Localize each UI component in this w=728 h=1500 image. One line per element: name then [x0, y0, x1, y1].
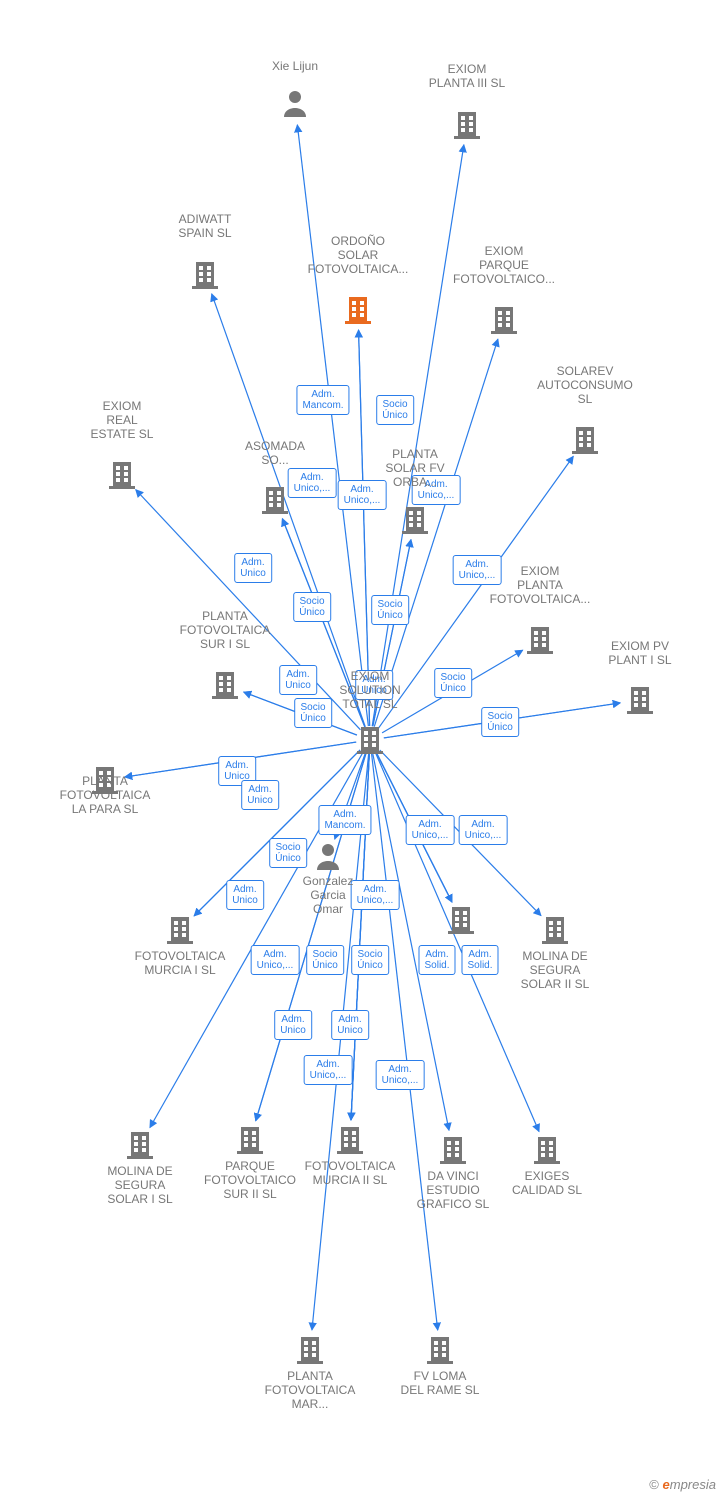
building-icon[interactable] [427, 1337, 453, 1364]
building-icon[interactable] [542, 917, 568, 944]
building-icon[interactable] [534, 1137, 560, 1164]
edge [372, 754, 438, 1330]
building-icon[interactable] [337, 1127, 363, 1154]
edge [376, 753, 540, 1132]
copyright: © empresia [649, 1477, 716, 1492]
building-icon[interactable] [92, 767, 118, 794]
building-icon[interactable] [237, 1127, 263, 1154]
building-icon[interactable] [167, 917, 193, 944]
edge [282, 519, 364, 727]
edge [351, 754, 369, 1120]
building-icon[interactable] [345, 297, 371, 324]
edge [194, 750, 360, 916]
building-icon[interactable] [297, 1337, 323, 1364]
edge [359, 330, 370, 726]
brand-first: e [663, 1477, 670, 1492]
edge [374, 339, 498, 727]
building-icon[interactable] [192, 262, 218, 289]
building-icon[interactable] [491, 307, 517, 334]
edge [125, 742, 356, 777]
edge [244, 692, 357, 735]
copyright-symbol: © [649, 1477, 659, 1492]
building-icon[interactable] [440, 1137, 466, 1164]
edge [384, 703, 620, 738]
building-icon[interactable] [627, 687, 653, 714]
building-icon[interactable] [357, 727, 383, 754]
edge [372, 145, 464, 726]
edge [256, 753, 366, 1120]
building-icon[interactable] [454, 112, 480, 139]
building-icon[interactable] [527, 627, 553, 654]
building-icon[interactable] [572, 427, 598, 454]
network-graph [0, 0, 728, 1500]
edge [378, 456, 573, 728]
building-icon[interactable] [109, 462, 135, 489]
edge [335, 753, 366, 839]
building-icon[interactable] [212, 672, 238, 699]
building-icon[interactable] [127, 1132, 153, 1159]
brand-rest: mpresia [670, 1477, 716, 1492]
person-icon[interactable] [317, 844, 339, 870]
person-icon[interactable] [284, 91, 306, 117]
building-icon[interactable] [262, 487, 288, 514]
edge [373, 540, 411, 727]
edge [380, 750, 541, 916]
